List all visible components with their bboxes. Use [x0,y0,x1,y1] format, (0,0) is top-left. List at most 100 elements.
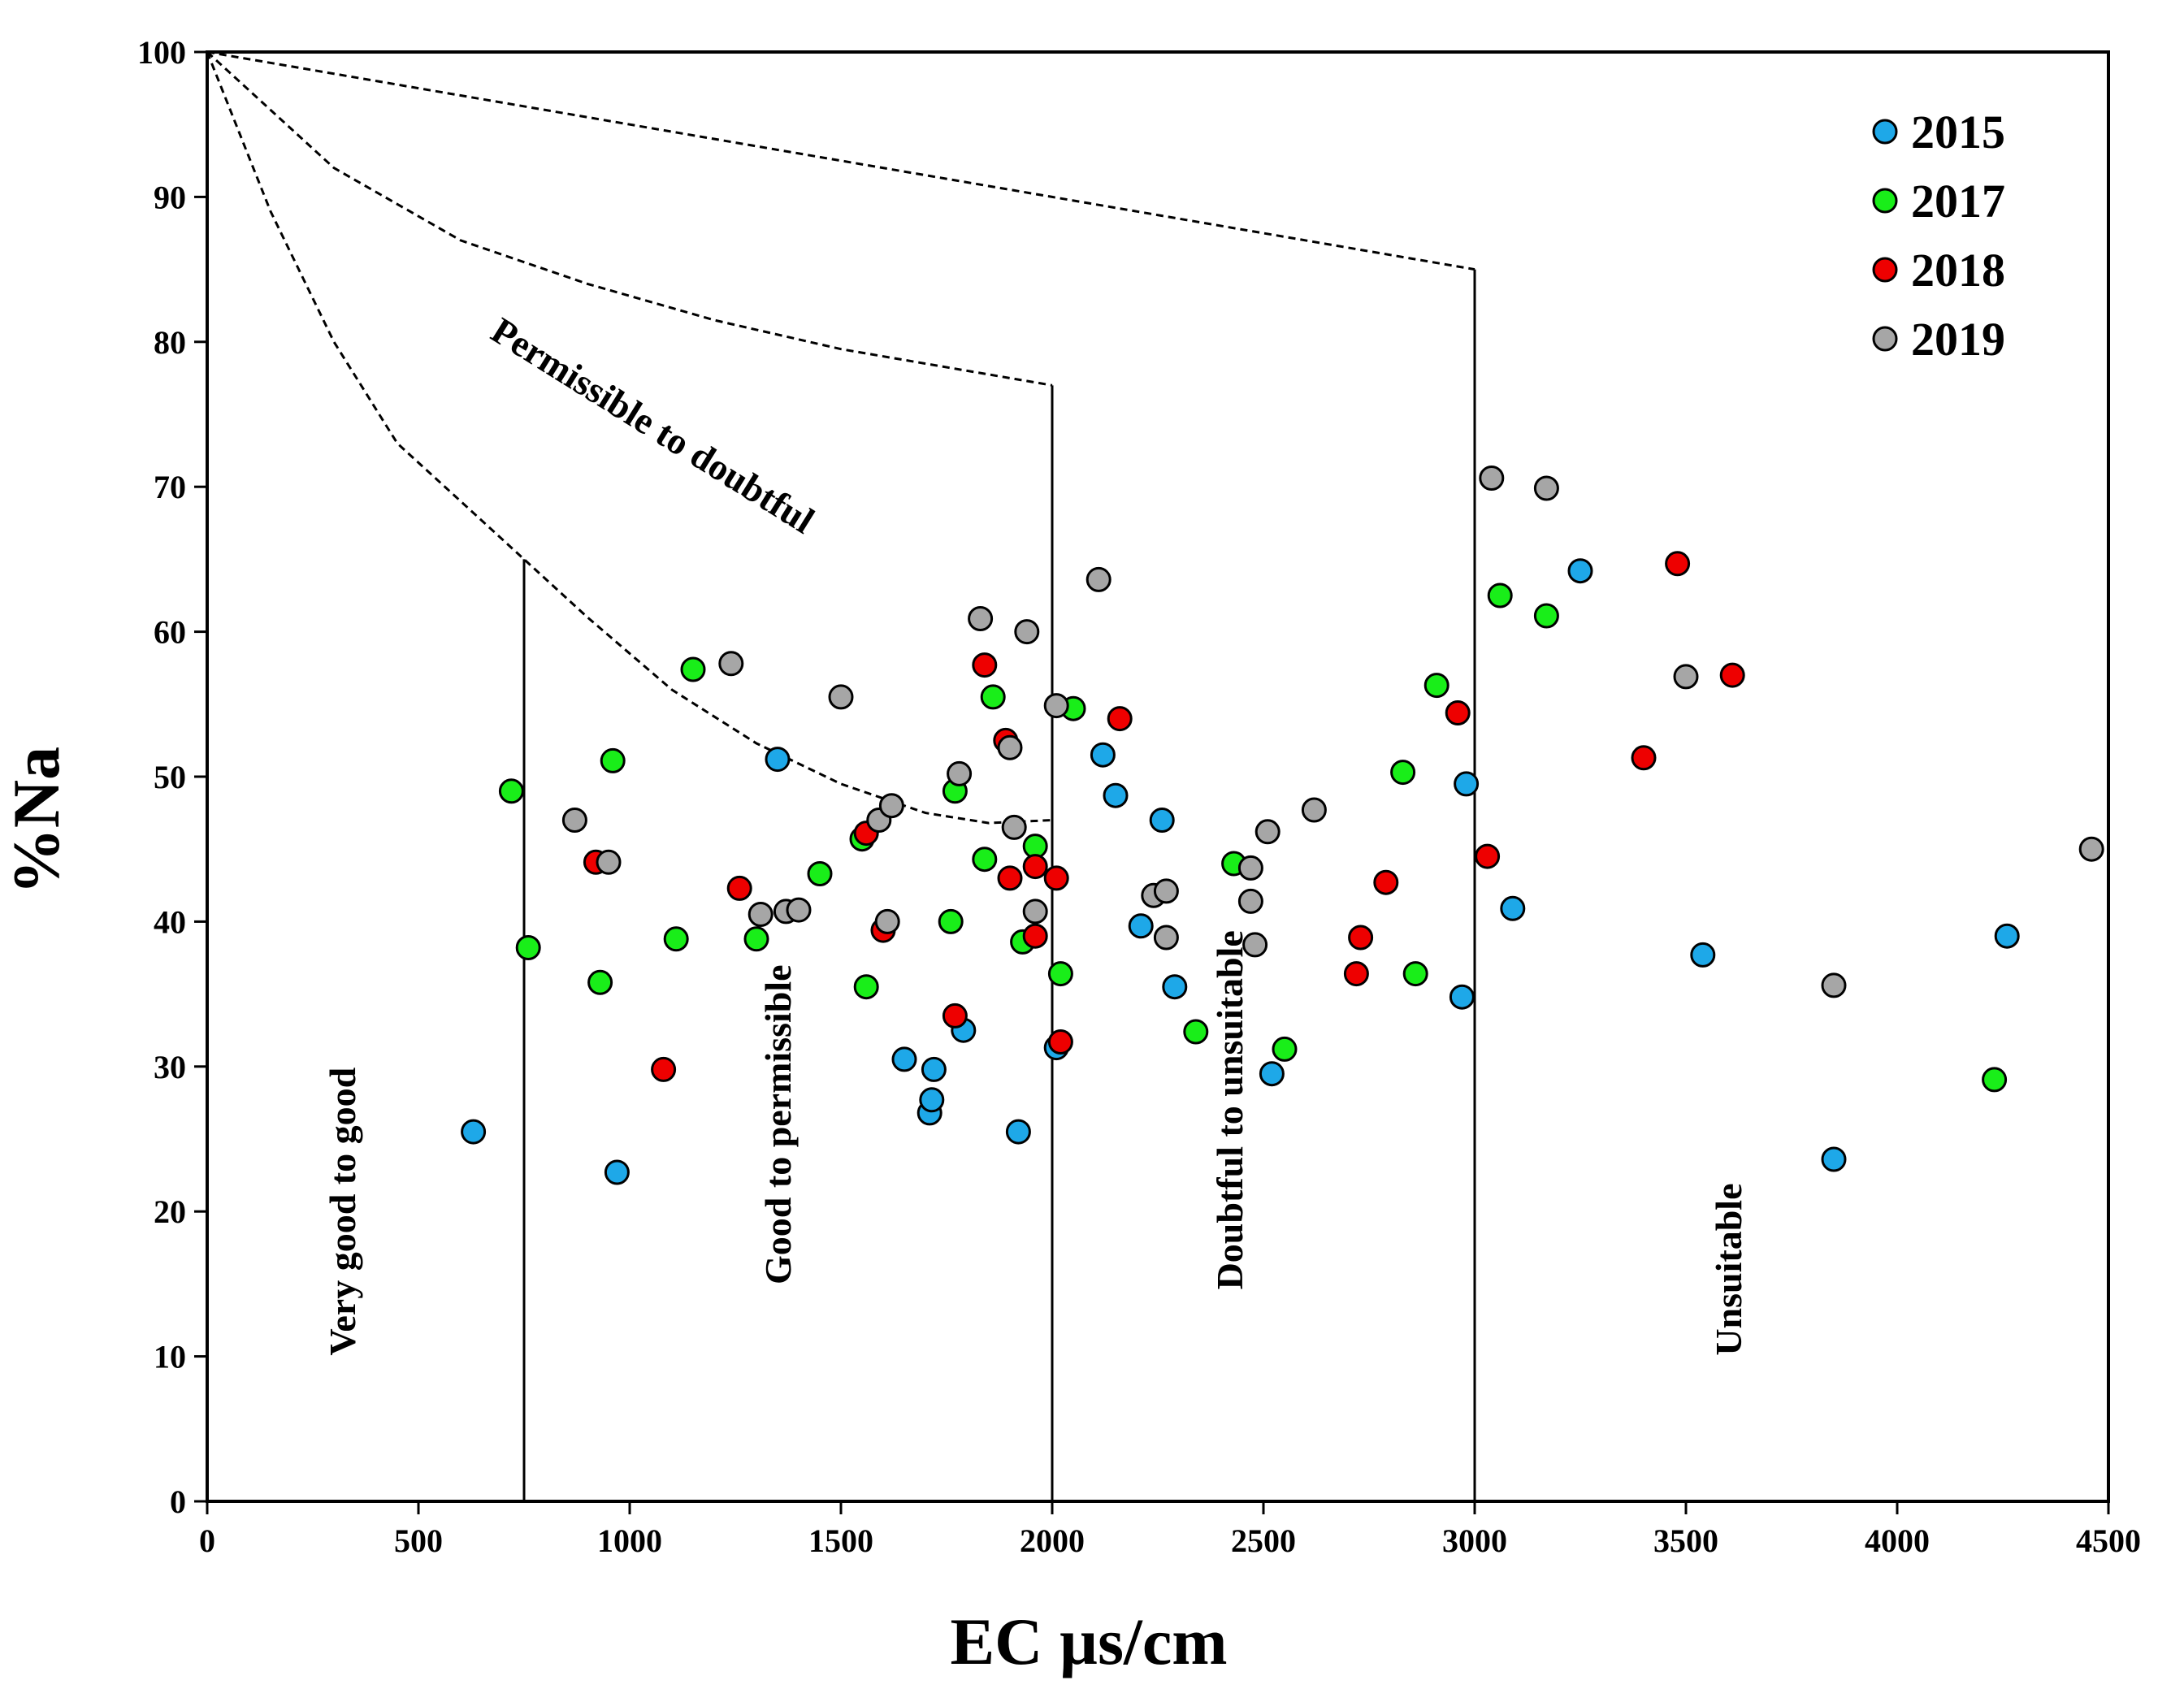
data-point-2017 [1982,1067,2008,1093]
data-point-2019 [561,808,587,833]
data-point-2015 [1103,782,1129,808]
data-point-2019 [1001,814,1027,840]
data-point-2018 [972,652,998,678]
data-point-2015 [1005,1119,1031,1145]
data-point-2019 [1533,475,1559,501]
x-tick-label: 4500 [2076,1522,2141,1559]
legend-label-2017: 2017 [1911,175,2005,227]
data-point-2015 [921,1056,947,1082]
legend-label-2019: 2019 [1911,313,2005,366]
data-point-2019 [2078,836,2104,862]
y-tick-label: 80 [154,324,186,361]
data-point-2018 [1719,662,1745,688]
x-tick-label: 2000 [1020,1522,1085,1559]
data-point-2019 [1014,619,1040,645]
data-point-2015 [1149,808,1175,833]
data-point-2019 [878,793,904,819]
legend-marker-2018 [1872,257,1898,283]
x-tick-label: 4000 [1865,1522,1930,1559]
region-label: Good to permissible [757,964,799,1284]
data-point-2019 [1043,693,1069,719]
data-point-2015 [1090,742,1116,768]
region-label: Permissible to doubtful [484,310,821,542]
x-axis: 0 500 1000 1500 2000 2500 3000 3500 4000 4500 [199,1501,2141,1559]
data-point-2019 [1479,466,1505,491]
data-point-2019 [1153,878,1179,904]
data-point-2017 [1390,760,1416,786]
data-point-2017 [853,974,879,1000]
y-tick-label: 70 [154,469,186,505]
data-point-2019 [1673,664,1699,690]
x-tick-label: 3000 [1442,1522,1507,1559]
data-point-2018 [1665,551,1691,577]
data-point-2017 [807,861,833,886]
data-point-2015 [1449,984,1475,1010]
data-point-2015 [604,1159,630,1185]
data-point-2017 [1047,961,1073,987]
y-axis: 0 10 20 30 40 50 60 70 80 90 100 [137,34,207,1520]
data-point-2017 [587,969,613,995]
y-tick-label: 60 [154,614,186,651]
legend: 2015 2017 2018 2019 [1872,106,2005,366]
data-point-2017 [1183,1019,1209,1045]
region-labels: Very good to good Good to permissible Doub… [322,310,1749,1356]
y-tick-label: 40 [154,903,186,940]
data-point-2015 [1128,913,1154,939]
data-point-2017 [600,747,626,773]
x-tick-label: 3500 [1653,1522,1718,1559]
data-point-2018 [1445,700,1471,725]
legend-marker-2019 [1872,326,1898,352]
y-tick-label: 100 [137,34,186,71]
y-tick-label: 10 [154,1339,186,1375]
legend-marker-2015 [1872,119,1898,145]
data-point-2015 [1162,974,1188,1000]
data-point-2018 [1047,1029,1073,1055]
data-point-2017 [1402,961,1428,987]
data-points [461,466,2104,1185]
data-point-2017 [743,926,769,952]
legend-label-2018: 2018 [1911,244,2005,297]
x-tick-label: 2500 [1231,1522,1296,1559]
boundary-curve-permissible-upper [206,50,1053,387]
data-point-2017 [498,778,524,804]
region-label: Unsuitable [1708,1184,1749,1356]
y-tick-label: 90 [154,179,186,215]
data-point-2017 [980,684,1006,710]
data-point-2019 [1242,932,1268,958]
data-point-2017 [663,926,689,952]
data-point-2015 [1690,942,1716,968]
x-tick-label: 500 [394,1522,443,1559]
data-point-2018 [1022,854,1048,880]
data-point-2019 [874,908,900,934]
data-point-2017 [680,656,706,682]
data-point-2015 [891,1046,917,1072]
data-point-2019 [1237,855,1263,881]
data-point-2015 [1821,1146,1847,1172]
data-point-2018 [942,1003,968,1029]
data-point-2018 [1631,745,1657,771]
x-tick-label: 0 [199,1522,215,1559]
data-point-2018 [1107,706,1133,732]
x-tick-label: 1000 [597,1522,662,1559]
region-label: Very good to good [322,1067,363,1355]
data-point-2018 [1373,869,1399,895]
data-point-2018 [1043,865,1069,891]
y-tick-label: 0 [170,1483,186,1520]
data-point-2018 [1343,961,1369,987]
data-point-2019 [968,606,994,631]
data-point-2015 [1259,1061,1285,1087]
data-point-2017 [938,908,964,934]
data-point-2019 [1821,972,1847,998]
data-point-2019 [1301,797,1327,823]
data-point-2017 [972,847,998,873]
boundary-curve-very-good-upper [206,51,1053,825]
data-point-2018 [651,1056,677,1082]
boundary-curve-doubtful-upper [206,50,1476,271]
data-point-2015 [1454,771,1480,797]
y-tick-label: 20 [154,1193,186,1230]
data-point-2019 [748,902,774,927]
data-point-2019 [1153,925,1179,951]
data-point-2019 [596,849,622,875]
region-label: Doubtful to unsuitable [1209,930,1250,1289]
